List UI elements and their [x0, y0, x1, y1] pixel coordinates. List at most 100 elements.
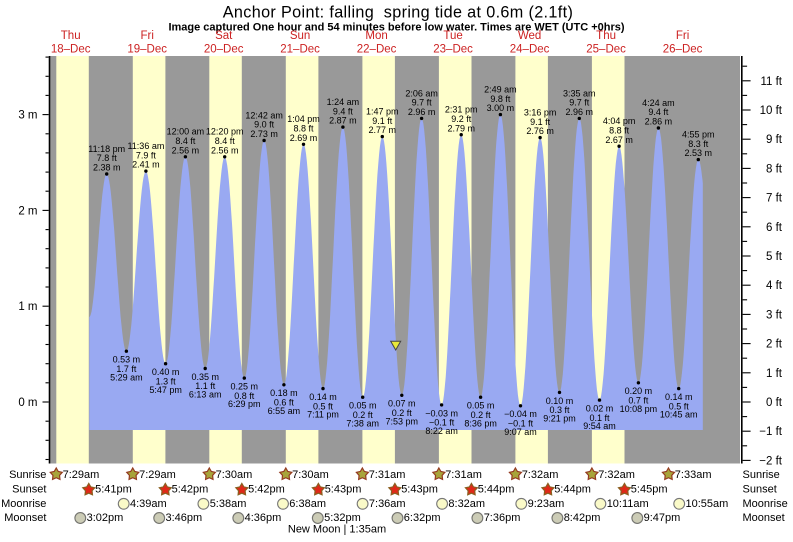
svg-text:7:36pm: 7:36pm [484, 512, 521, 524]
svg-text:0.53 m: 0.53 m [113, 355, 141, 365]
svg-text:0.5 ft: 0.5 ft [669, 401, 690, 411]
svg-text:10 ft: 10 ft [760, 105, 783, 117]
svg-text:2:49 am: 2:49 am [484, 85, 517, 95]
svg-text:0.40 m: 0.40 m [152, 367, 180, 377]
svg-text:2.56 m: 2.56 m [211, 145, 239, 155]
svg-text:9.8 ft: 9.8 ft [490, 94, 511, 104]
svg-text:Fri: Fri [140, 30, 153, 42]
svg-text:8:36 pm: 8:36 pm [464, 418, 497, 428]
svg-text:5:45pm: 5:45pm [631, 484, 668, 496]
svg-text:11:36 am: 11:36 am [127, 141, 164, 151]
svg-text:18–Dec: 18–Dec [51, 43, 91, 55]
svg-text:2.69 m: 2.69 m [290, 133, 318, 143]
svg-text:0.02 m: 0.02 m [586, 404, 614, 414]
svg-text:4:36pm: 4:36pm [245, 512, 282, 524]
svg-text:Sunrise: Sunrise [743, 469, 780, 481]
svg-text:0.1 ft: 0.1 ft [589, 413, 610, 423]
svg-text:5:29 am: 5:29 am [110, 372, 143, 382]
svg-text:24–Dec: 24–Dec [510, 43, 550, 55]
svg-text:7:30am: 7:30am [216, 469, 253, 481]
svg-text:3:16 pm: 3:16 pm [524, 108, 557, 118]
svg-text:9.7 ft: 9.7 ft [412, 98, 433, 108]
svg-text:10:11am: 10:11am [607, 498, 649, 510]
svg-text:−1 ft: −1 ft [759, 426, 783, 438]
svg-text:5:47 pm: 5:47 pm [149, 385, 182, 395]
svg-text:7:32am: 7:32am [522, 469, 559, 481]
svg-text:9:07 am: 9:07 am [504, 427, 537, 437]
svg-text:1.3 ft: 1.3 ft [156, 376, 177, 386]
svg-text:2.73 m: 2.73 m [250, 129, 278, 139]
svg-text:Sunset: Sunset [12, 484, 46, 496]
svg-text:8 ft: 8 ft [766, 163, 783, 175]
svg-text:8:32am: 8:32am [448, 498, 485, 510]
svg-text:5:43pm: 5:43pm [401, 484, 438, 496]
svg-text:0.14 m: 0.14 m [309, 392, 337, 402]
svg-text:9.0 ft: 9.0 ft [254, 120, 275, 130]
svg-text:8.3 ft: 8.3 ft [688, 139, 709, 149]
svg-text:0.3 ft: 0.3 ft [549, 405, 570, 415]
svg-text:7.8 ft: 7.8 ft [97, 153, 118, 163]
svg-text:6:32pm: 6:32pm [404, 512, 441, 524]
svg-text:2.38 m: 2.38 m [93, 163, 121, 173]
svg-text:8.8 ft: 8.8 ft [293, 124, 314, 134]
svg-text:9.7 ft: 9.7 ft [569, 98, 590, 108]
svg-text:2.96 m: 2.96 m [408, 107, 436, 117]
svg-text:7.9 ft: 7.9 ft [136, 150, 157, 160]
svg-text:0.2 ft: 0.2 ft [471, 410, 492, 420]
svg-text:1 ft: 1 ft [766, 368, 783, 380]
svg-text:7:32am: 7:32am [598, 469, 635, 481]
svg-text:2 ft: 2 ft [766, 339, 783, 351]
svg-text:4:04 pm: 4:04 pm [603, 116, 636, 126]
svg-text:Wed: Wed [518, 30, 541, 42]
svg-text:3.00 m: 3.00 m [487, 103, 515, 113]
svg-text:0.05 m: 0.05 m [349, 401, 377, 411]
svg-text:5:42pm: 5:42pm [172, 484, 209, 496]
svg-text:12:42 am: 12:42 am [245, 110, 283, 120]
svg-text:7:53 pm: 7:53 pm [386, 416, 419, 426]
svg-text:9:21 pm: 9:21 pm [543, 414, 576, 424]
svg-text:Anchor Point: falling spring: Anchor Point: falling spring tide at 0.6… [223, 3, 573, 21]
svg-text:0.6 ft: 0.6 ft [274, 398, 295, 408]
svg-text:9 ft: 9 ft [766, 134, 783, 146]
svg-text:2.76 m: 2.76 m [526, 126, 554, 136]
svg-text:Tue: Tue [443, 30, 462, 42]
svg-text:0.35 m: 0.35 m [191, 372, 219, 382]
svg-text:9:23am: 9:23am [528, 498, 565, 510]
svg-text:2.67 m: 2.67 m [605, 135, 633, 145]
svg-text:5:44pm: 5:44pm [554, 484, 591, 496]
svg-text:6:13 am: 6:13 am [189, 390, 222, 400]
svg-text:3:35 am: 3:35 am [563, 88, 596, 98]
svg-text:9.4 ft: 9.4 ft [648, 107, 669, 117]
svg-text:Thu: Thu [61, 30, 81, 42]
svg-text:2:31 pm: 2:31 pm [445, 105, 478, 115]
svg-text:−0.04 m: −0.04 m [504, 409, 537, 419]
svg-text:3 ft: 3 ft [766, 309, 783, 321]
svg-text:0.07 m: 0.07 m [388, 399, 416, 409]
svg-text:New Moon | 1:35am: New Moon | 1:35am [288, 524, 386, 536]
svg-text:1:47 pm: 1:47 pm [366, 107, 399, 117]
svg-text:7:31am: 7:31am [369, 469, 406, 481]
svg-text:7 ft: 7 ft [766, 193, 783, 205]
svg-text:0.20 m: 0.20 m [625, 386, 653, 396]
svg-text:9:47pm: 9:47pm [644, 512, 681, 524]
svg-text:Sunset: Sunset [743, 484, 777, 496]
svg-text:2.56 m: 2.56 m [172, 145, 200, 155]
svg-text:20–Dec: 20–Dec [204, 43, 244, 55]
svg-text:7:33am: 7:33am [675, 469, 712, 481]
svg-text:Mon: Mon [365, 30, 387, 42]
svg-text:5:32pm: 5:32pm [324, 512, 361, 524]
svg-text:1.1 ft: 1.1 ft [195, 381, 216, 391]
svg-text:1:24 am: 1:24 am [327, 97, 360, 107]
svg-text:0 m: 0 m [18, 397, 37, 409]
svg-text:4:39am: 4:39am [130, 498, 167, 510]
svg-text:5:44pm: 5:44pm [478, 484, 515, 496]
svg-text:9:54 am: 9:54 am [583, 421, 616, 431]
svg-text:Sunrise: Sunrise [9, 469, 46, 481]
svg-text:Moonset: Moonset [4, 512, 46, 524]
svg-text:Image captured One hour and 54: Image captured One hour and 54 minutes b… [168, 22, 624, 34]
svg-text:11 ft: 11 ft [760, 76, 782, 88]
svg-text:5 ft: 5 ft [766, 251, 783, 263]
svg-text:9.1 ft: 9.1 ft [530, 117, 551, 127]
svg-text:Moonset: Moonset [743, 512, 785, 524]
svg-text:8:42pm: 8:42pm [564, 512, 601, 524]
